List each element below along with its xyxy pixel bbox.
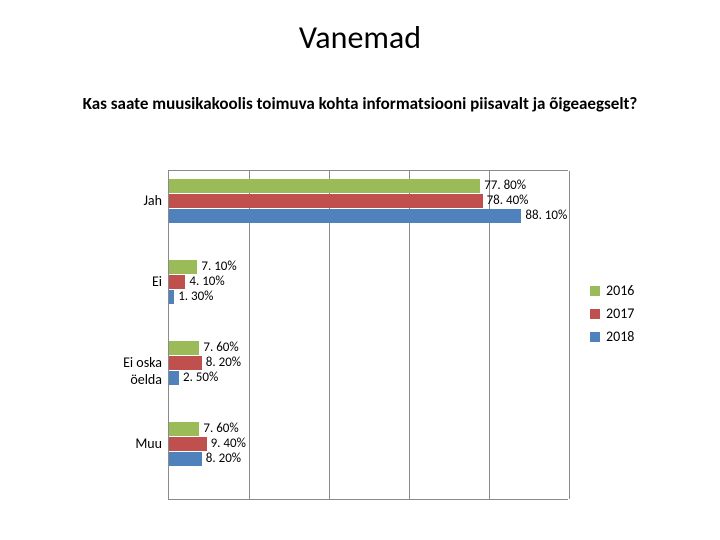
legend-swatch — [590, 309, 600, 319]
plot-area: 77. 80%78. 40%88. 10%7. 10%4. 10%1. 30%7… — [168, 170, 568, 500]
category-group: 77. 80%78. 40%88. 10% — [169, 179, 568, 224]
bar-value-label: 7. 60% — [203, 422, 238, 436]
bar-value-label: 78. 40% — [487, 194, 529, 208]
bar-row: 7. 60% — [169, 341, 568, 355]
legend-item: 2018 — [590, 328, 634, 345]
bar-row: 88. 10% — [169, 209, 568, 223]
bar-value-label: 9. 40% — [211, 437, 246, 451]
legend-label: 2018 — [606, 328, 634, 345]
bar — [169, 179, 480, 193]
bar-row: 7. 60% — [169, 422, 568, 436]
bar-row: 2. 50% — [169, 371, 568, 385]
bar-value-label: 1. 30% — [178, 290, 213, 304]
bar-row: 4. 10% — [169, 275, 568, 289]
category-group: 7. 60%8. 20%2. 50% — [169, 341, 568, 386]
legend-label: 2016 — [606, 282, 634, 299]
bar — [169, 260, 197, 274]
bar-value-label: 7. 60% — [203, 341, 238, 355]
chart-subtitle: Kas saate muusikakoolis toimuva kohta in… — [0, 93, 720, 114]
bar-row: 8. 20% — [169, 452, 568, 466]
bar-value-label: 88. 10% — [525, 209, 567, 223]
bar — [169, 341, 199, 355]
category-group: 7. 10%4. 10%1. 30% — [169, 260, 568, 305]
bar — [169, 275, 185, 289]
bar-row: 7. 10% — [169, 260, 568, 274]
legend-swatch — [590, 332, 600, 342]
bar — [169, 194, 483, 208]
bar — [169, 356, 202, 370]
slide: Vanemad Kas saate muusikakoolis toimuva … — [0, 0, 720, 540]
legend-item: 2017 — [590, 305, 634, 322]
category-label: Jah — [90, 192, 162, 209]
bar-value-label: 2. 50% — [183, 371, 218, 385]
gridline — [569, 171, 570, 499]
category-label: Ei oska öelda — [90, 354, 162, 388]
chart: 77. 80%78. 40%88. 10%7. 10%4. 10%1. 30%7… — [90, 170, 650, 510]
category-group: 7. 60%9. 40%8. 20% — [169, 422, 568, 467]
bar-row: 77. 80% — [169, 179, 568, 193]
legend-item: 2016 — [590, 282, 634, 299]
legend: 2016 2017 2018 — [590, 282, 634, 351]
legend-swatch — [590, 286, 600, 296]
category-label: Ei — [90, 273, 162, 290]
bar-value-label: 4. 10% — [189, 275, 224, 289]
bar-value-label: 7. 10% — [201, 260, 236, 274]
category-label: Muu — [90, 435, 162, 452]
bar-row: 9. 40% — [169, 437, 568, 451]
bar — [169, 452, 202, 466]
bar-value-label: 77. 80% — [484, 179, 526, 193]
bar-value-label: 8. 20% — [206, 356, 241, 370]
bar-row: 8. 20% — [169, 356, 568, 370]
bar — [169, 209, 521, 223]
bar-value-label: 8. 20% — [206, 452, 241, 466]
bar — [169, 290, 174, 304]
bar — [169, 371, 179, 385]
bar — [169, 437, 207, 451]
bar-row: 78. 40% — [169, 194, 568, 208]
page-title: Vanemad — [0, 18, 720, 57]
bar-row: 1. 30% — [169, 290, 568, 304]
legend-label: 2017 — [606, 305, 634, 322]
bar — [169, 422, 199, 436]
